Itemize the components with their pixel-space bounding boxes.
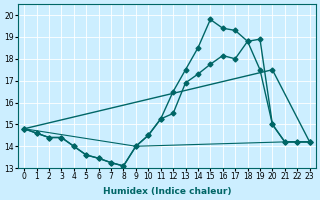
X-axis label: Humidex (Indice chaleur): Humidex (Indice chaleur) — [103, 187, 231, 196]
